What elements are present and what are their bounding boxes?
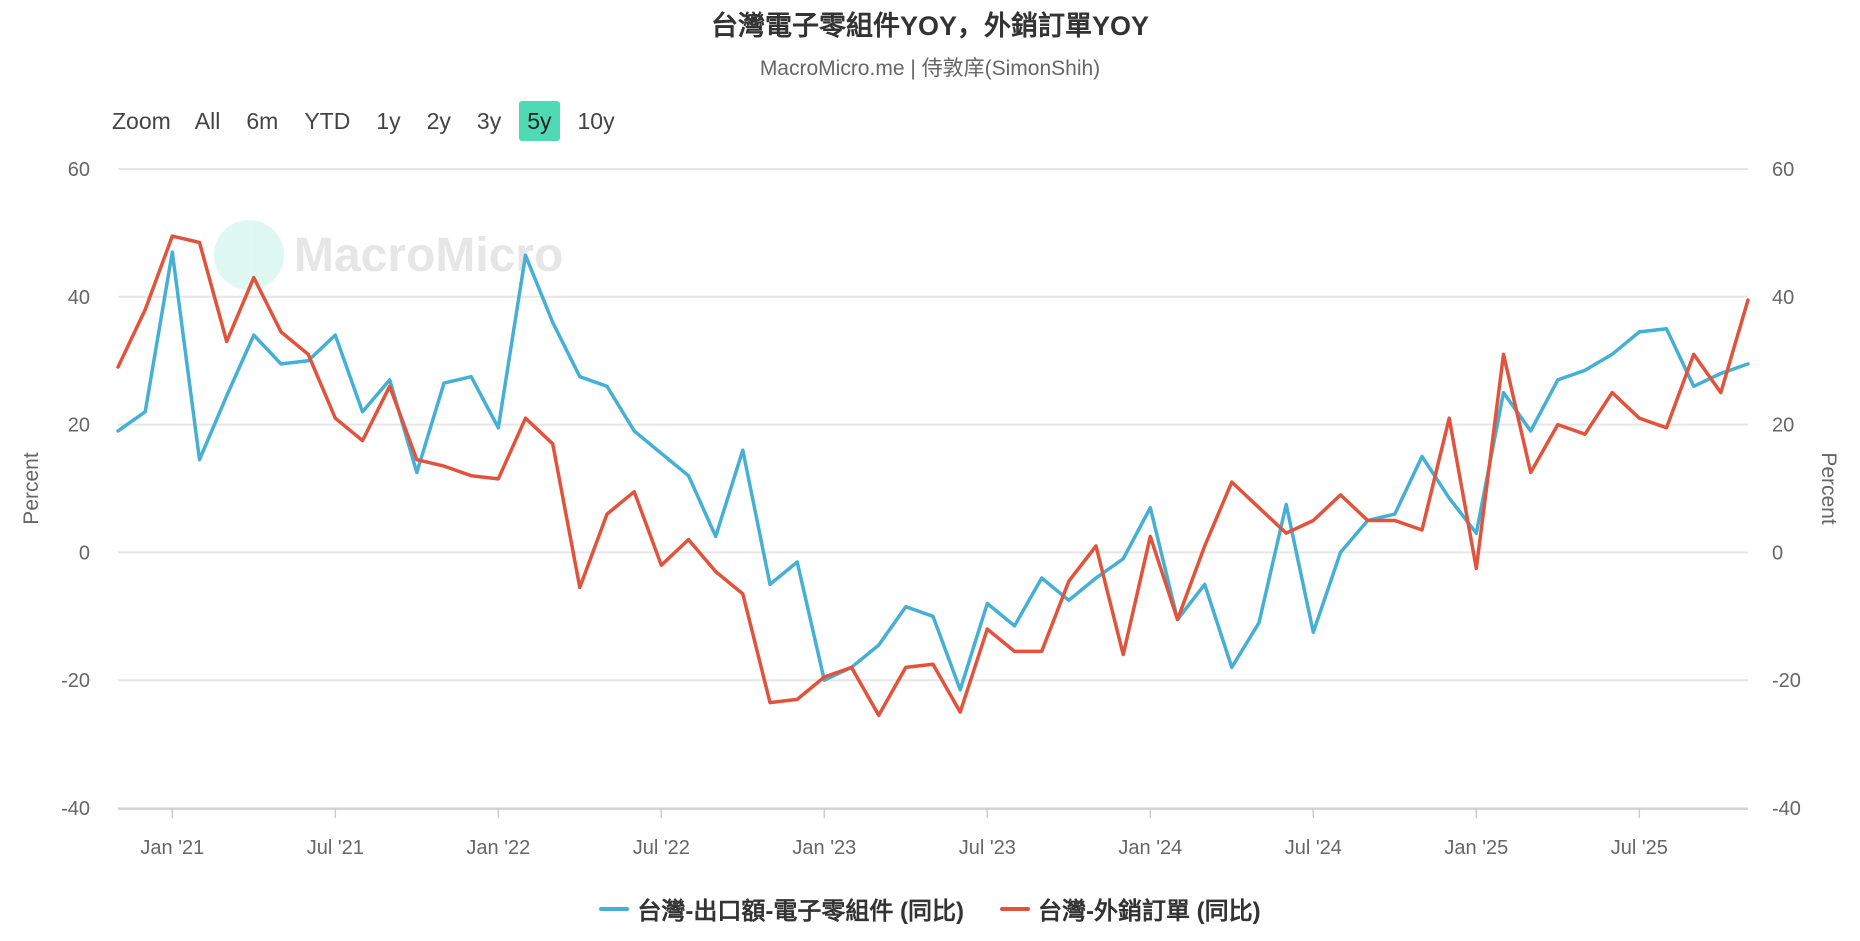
- watermark-text: MacroMicro: [294, 228, 564, 282]
- series-line-1: [116, 250, 1750, 692]
- chart-title: 台灣電子零組件YOY，外銷訂單YOY: [710, 11, 1150, 41]
- x-tick-label: Jan '22: [466, 837, 530, 859]
- y-tick-label-left: 0: [79, 542, 90, 564]
- y-tick-label-left: 60: [68, 159, 90, 181]
- y-tick-label-right: 40: [1772, 287, 1794, 309]
- y-tick-label-left: -20: [61, 670, 90, 692]
- y-tick-label-right: 0: [1772, 542, 1783, 564]
- x-tick-label: Jul '24: [1285, 837, 1342, 859]
- range-button-ytd[interactable]: YTD: [304, 108, 351, 134]
- x-tick-label: Jan '25: [1444, 837, 1508, 859]
- watermark-icon: [214, 220, 284, 290]
- zoom-label: Zoom: [112, 107, 171, 134]
- y-tick-label-right: 20: [1772, 415, 1794, 437]
- x-tick-label: Jul '21: [307, 837, 364, 859]
- x-tick-label: Jul '25: [1611, 837, 1668, 859]
- range-button-3y[interactable]: 3y: [476, 108, 502, 134]
- legend-item-series-2[interactable]: 台灣-外銷訂單 (同比): [999, 891, 1261, 926]
- range-selector: Zoom All 6m YTD 1y 2y 3y 5y 10y: [108, 101, 633, 141]
- line-chart: -40 -40 -20 -20 0 0 20 20 40 40 60 60 Jan '21 Jul '21…: [20, 159, 1840, 859]
- x-tick-label: Jan '21: [140, 837, 204, 859]
- x-tick-label: Jan '24: [1118, 837, 1182, 859]
- legend-item-series-1[interactable]: 台灣-出口額-電子零組件 (同比): [599, 891, 964, 926]
- legend-label-series-1: 台灣-出口額-電子零組件 (同比): [637, 898, 964, 925]
- x-tick-label: Jan '23: [792, 837, 856, 859]
- legend-swatch-series-1: [599, 906, 630, 911]
- y-tick-label-right: -40: [1772, 798, 1801, 820]
- y-tick-label-left: -40: [61, 798, 90, 820]
- y-tick-label-right: -20: [1772, 670, 1801, 692]
- range-button-1y[interactable]: 1y: [376, 108, 401, 134]
- watermark-logo: MacroMicro: [214, 220, 563, 290]
- chart-subtitle: MacroMicro.me | 侍敦庠(SimonShih): [759, 57, 1101, 80]
- legend: 台灣-出口額-電子零組件 (同比) 台灣-外銷訂單 (同比): [0, 891, 1860, 926]
- y-tick-label-left: 20: [68, 415, 90, 437]
- x-tick-label: Jul '23: [959, 837, 1016, 859]
- legend-label-series-2: 台灣-外銷訂單 (同比): [1037, 898, 1261, 925]
- y-tick-label-right: 60: [1772, 159, 1794, 181]
- x-tick-label: Jul '22: [633, 837, 690, 859]
- range-button-all[interactable]: All: [194, 108, 221, 134]
- legend-swatch-series-2: [999, 906, 1030, 911]
- range-button-5y[interactable]: 5y: [519, 101, 560, 141]
- series-line-2: [116, 234, 1750, 718]
- range-button-6m[interactable]: 6m: [246, 108, 279, 134]
- y-axis-label-left: Percent: [20, 452, 43, 525]
- y-axis-label-right: Percent: [1817, 452, 1840, 525]
- range-button-2y[interactable]: 2y: [426, 108, 451, 134]
- range-button-10y[interactable]: 10y: [577, 108, 615, 134]
- y-tick-label-left: 40: [68, 287, 90, 309]
